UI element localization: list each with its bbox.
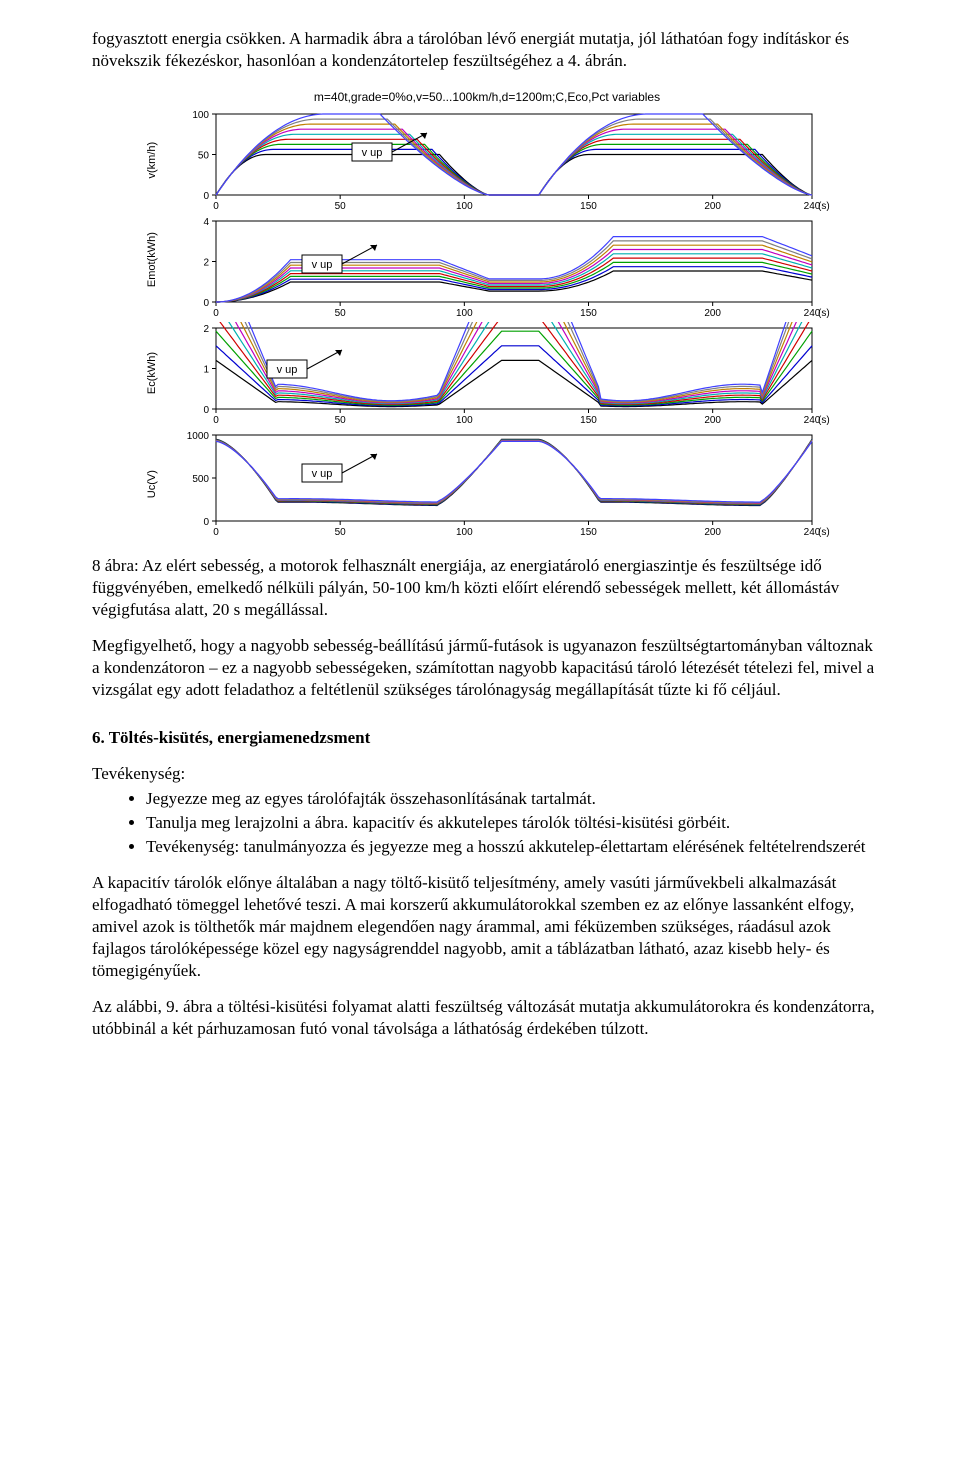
subplot-motor: 024050100150200240(s)v up [172, 215, 832, 320]
list-item: Tevékenység: tanulmányozza és jegyezze m… [146, 836, 882, 858]
svg-text:50: 50 [335, 527, 347, 538]
svg-text:50: 50 [335, 201, 347, 212]
svg-text:150: 150 [580, 415, 597, 426]
svg-text:100: 100 [456, 201, 473, 212]
svg-text:50: 50 [335, 308, 347, 319]
svg-text:0: 0 [203, 298, 209, 309]
list-item: Tanulja meg lerajzolni a ábra. kapacitív… [146, 812, 882, 834]
svg-text:0: 0 [213, 415, 219, 426]
svg-text:v up: v up [277, 364, 298, 376]
activity-list: Jegyezze meg az egyes tárolófajták össze… [92, 788, 882, 858]
svg-text:200: 200 [704, 201, 721, 212]
intro-paragraph: fogyasztott energia csökken. A harmadik … [92, 28, 882, 72]
svg-text:(s): (s) [818, 415, 830, 426]
figure-8: m=40t,grade=0%o,v=50...100km/h,d=1200m;C… [92, 90, 882, 539]
y-axis-label: Ec(kWh) [145, 354, 159, 394]
svg-text:0: 0 [203, 191, 209, 202]
svg-text:0: 0 [213, 527, 219, 538]
subplot-row: Emot(kWh)024050100150200240(s)v up [132, 215, 842, 320]
subplot-row: Ec(kWh)012050100150200240(s)v up [132, 322, 842, 427]
svg-text:0: 0 [203, 517, 209, 528]
svg-text:2: 2 [203, 324, 209, 335]
svg-text:(s): (s) [818, 201, 830, 212]
svg-text:(s): (s) [818, 527, 830, 538]
svg-text:v up: v up [362, 147, 383, 159]
svg-text:1000: 1000 [187, 431, 210, 442]
figure-caption: 8 ábra: Az elért sebesség, a motorok fel… [92, 555, 882, 621]
y-axis-label: Emot(kWh) [145, 247, 159, 287]
svg-text:v up: v up [312, 468, 333, 480]
svg-text:v up: v up [312, 259, 333, 271]
svg-text:50: 50 [198, 150, 210, 161]
svg-text:150: 150 [580, 308, 597, 319]
svg-text:150: 150 [580, 201, 597, 212]
paragraph-after-caption: Megfigyelhető, hogy a nagyobb sebesség-b… [92, 635, 882, 701]
svg-text:200: 200 [704, 415, 721, 426]
svg-text:100: 100 [456, 527, 473, 538]
subplot-row: Uc(V)05001000050100150200240(s)v up [132, 429, 842, 539]
body-paragraph-1: A kapacitív tárolók előnye általában a n… [92, 872, 882, 982]
subplot-econd: 012050100150200240(s)v up [172, 322, 832, 427]
svg-text:100: 100 [456, 415, 473, 426]
activity-label: Tevékenység: [92, 763, 882, 785]
svg-text:200: 200 [704, 308, 721, 319]
svg-text:0: 0 [213, 201, 219, 212]
svg-text:50: 50 [335, 415, 347, 426]
svg-text:4: 4 [203, 217, 209, 228]
subplot-row: v(km/h)050100050100150200240(s)v up [132, 108, 842, 213]
svg-text:100: 100 [456, 308, 473, 319]
subplot-voltage: 05001000050100150200240(s)v up [172, 429, 832, 539]
svg-text:200: 200 [704, 527, 721, 538]
svg-text:2: 2 [203, 257, 209, 268]
svg-text:100: 100 [192, 110, 209, 121]
svg-text:(s): (s) [818, 308, 830, 319]
list-item: Jegyezze meg az egyes tárolófajták össze… [146, 788, 882, 810]
svg-text:1: 1 [203, 364, 209, 375]
y-axis-label: Uc(V) [145, 464, 159, 504]
figure-title: m=40t,grade=0%o,v=50...100km/h,d=1200m;C… [92, 90, 882, 106]
subplot-speed: 050100050100150200240(s)v up [172, 108, 832, 213]
y-axis-label: v(km/h) [145, 140, 159, 180]
svg-text:0: 0 [203, 405, 209, 416]
svg-text:0: 0 [213, 308, 219, 319]
section-heading: 6. Töltés-kisütés, energiamenedzsment [92, 727, 882, 749]
svg-text:150: 150 [580, 527, 597, 538]
body-paragraph-2: Az alábbi, 9. ábra a töltési-kisütési fo… [92, 996, 882, 1040]
svg-text:500: 500 [192, 474, 209, 485]
